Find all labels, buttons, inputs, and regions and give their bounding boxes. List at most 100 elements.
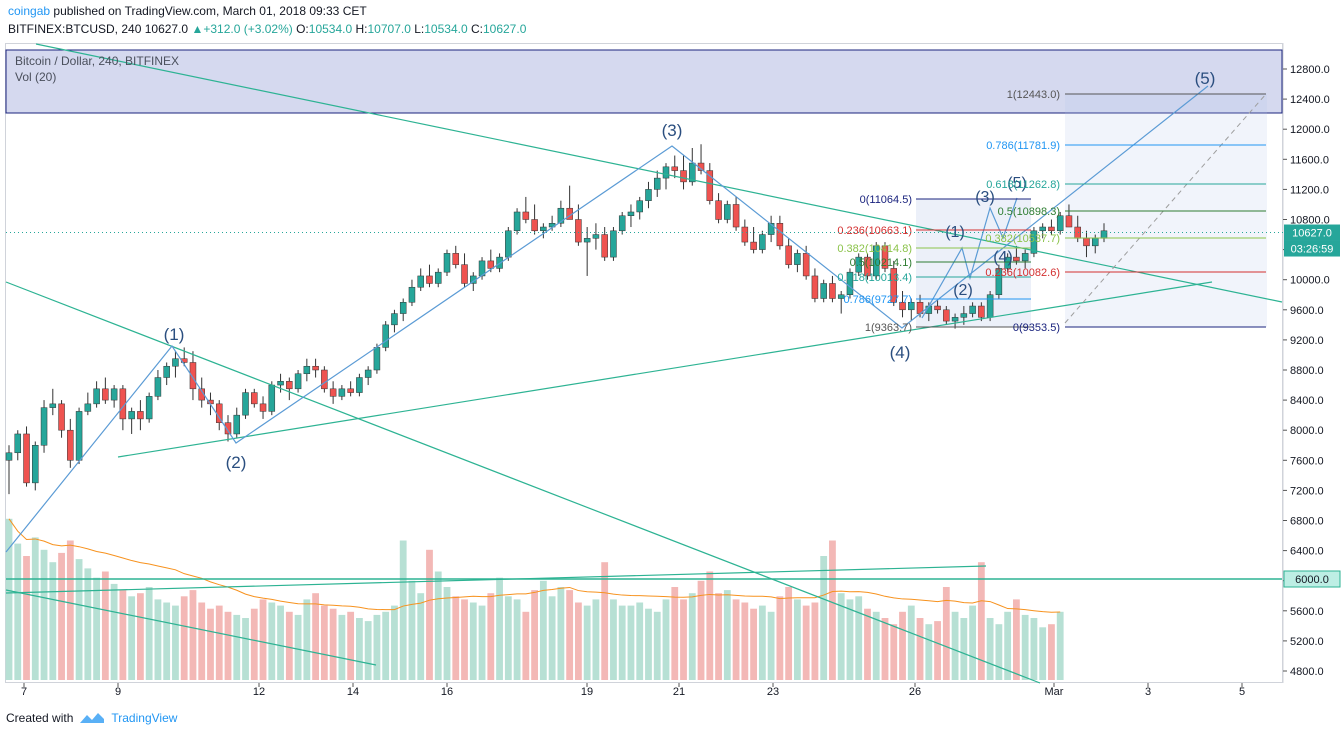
x-tick-label: 21 xyxy=(673,686,685,698)
fib-retracement-label: 0.236(10663.1) xyxy=(837,225,912,237)
volume-bar xyxy=(469,602,477,680)
candle-body xyxy=(724,204,731,220)
candle-body xyxy=(23,433,30,484)
candle-body xyxy=(899,302,906,311)
volume-bar xyxy=(31,537,39,680)
candle-body xyxy=(312,365,319,371)
volume-bar xyxy=(49,562,57,680)
volume-bar xyxy=(601,562,609,680)
y-tick-label: 5200.0 xyxy=(1290,636,1324,648)
volume-bar xyxy=(75,559,83,680)
tradingview-link[interactable]: TradingView xyxy=(111,711,178,725)
candle-body xyxy=(776,223,784,247)
candle-body xyxy=(128,411,135,420)
candle-body xyxy=(505,230,512,258)
volume-bar xyxy=(110,583,118,680)
x-tick-label: 19 xyxy=(581,686,593,698)
candle-body xyxy=(610,230,617,258)
trendline-support xyxy=(117,281,1213,458)
y-tick-label: 8400.0 xyxy=(1290,395,1324,407)
candle-body xyxy=(557,207,565,224)
volume-bar xyxy=(242,618,249,680)
label-layer: (1)(2)(3)(4)(5)(1)(2)(3)(4)(5)0(11064.5)… xyxy=(164,69,1216,472)
candle-body xyxy=(329,388,337,397)
candle-body xyxy=(434,271,442,284)
volume-bar xyxy=(697,580,705,680)
candle-body xyxy=(382,324,389,348)
trendline-volume-down xyxy=(5,589,377,666)
chart-title-overlay: Bitcoin / Dollar, 240, BITFINEX Vol (20) xyxy=(15,53,179,85)
volume-bar xyxy=(259,599,267,680)
y-tick-label: 9200.0 xyxy=(1290,335,1324,347)
candle-body xyxy=(653,177,661,190)
volume-bar xyxy=(575,602,582,680)
candle-body xyxy=(864,256,871,277)
level-badge xyxy=(1283,570,1341,588)
volume-bar xyxy=(417,593,425,680)
footer: Created with TradingView xyxy=(6,711,177,725)
y-tick-label: 12000.0 xyxy=(1290,124,1330,136)
volume-bar xyxy=(890,624,898,680)
volume-bar xyxy=(829,540,836,680)
volume-bar xyxy=(785,587,793,680)
candle-body xyxy=(286,381,293,390)
volume-bar xyxy=(688,593,696,680)
candle-body xyxy=(452,253,460,265)
volume-bar xyxy=(461,599,468,680)
volume-bar xyxy=(1030,618,1038,680)
volume-bar xyxy=(84,568,92,680)
volume-bar xyxy=(496,577,503,680)
volume-bar xyxy=(66,540,74,680)
wave-label-4: (4) xyxy=(890,343,911,362)
close-label: C: xyxy=(470,22,483,36)
candle-body xyxy=(251,392,258,405)
volume-bar xyxy=(995,624,1003,680)
volume-bar xyxy=(364,621,372,680)
volume-bar xyxy=(592,599,600,680)
volume-bar xyxy=(855,596,863,680)
candle-body xyxy=(732,204,740,228)
volume-indicator-label: Vol (20) xyxy=(15,70,57,84)
volume-bar xyxy=(1056,611,1064,680)
volume-bar xyxy=(758,605,766,680)
volume-bar xyxy=(715,593,722,680)
volume-bar xyxy=(837,593,845,680)
last-price: 10627.0 xyxy=(144,22,189,36)
volume-bar xyxy=(1039,627,1047,680)
fib-retracement-label: 0(11064.5) xyxy=(860,194,912,206)
volume-bar xyxy=(320,605,328,680)
volume-bar xyxy=(347,611,355,680)
high-label: H: xyxy=(355,22,368,36)
volume-bar xyxy=(916,618,924,680)
candle-body xyxy=(811,275,819,299)
author-link[interactable]: coingab xyxy=(8,4,51,18)
candle-body xyxy=(461,264,468,284)
candle-body xyxy=(671,166,679,171)
candle-body xyxy=(627,211,635,216)
candle-body xyxy=(1021,253,1029,262)
candle-body xyxy=(802,253,810,277)
candle-body xyxy=(645,189,652,201)
x-tick-label: 14 xyxy=(347,686,359,698)
volume-bar xyxy=(820,556,828,680)
candle-body xyxy=(14,433,22,454)
volume-bar xyxy=(767,611,775,680)
volume-bar xyxy=(93,577,100,680)
candle-body xyxy=(347,388,354,393)
chart-title: Bitcoin / Dollar, 240, BITFINEX xyxy=(15,54,180,68)
volume-bar xyxy=(794,599,801,680)
candle-body xyxy=(189,362,197,390)
volume-bar xyxy=(23,556,30,680)
candle-body xyxy=(881,245,889,269)
volume-bar xyxy=(382,611,390,680)
x-tick-label: 9 xyxy=(115,686,121,698)
x-tick-label: 3 xyxy=(1145,686,1151,698)
fib-retracement-label: 0.786(9727.7) xyxy=(844,294,913,306)
candle-body xyxy=(1013,256,1020,262)
fib-extension-label: 0.382(10537.7) xyxy=(985,233,1060,245)
volume-bar xyxy=(198,602,206,680)
candle-body xyxy=(820,283,827,299)
candle-body xyxy=(575,219,582,243)
volume-bar xyxy=(312,593,319,680)
